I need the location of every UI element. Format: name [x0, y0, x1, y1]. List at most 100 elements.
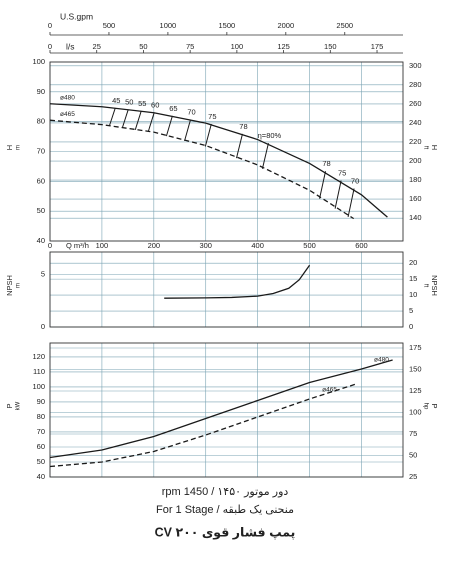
y2-tick-label: 160 — [409, 194, 422, 203]
y-axis-label: H — [5, 145, 14, 150]
efficiency-label: 65 — [169, 104, 177, 113]
secondary-tick-label: 75 — [186, 42, 194, 51]
secondary-tick-label: 150 — [324, 42, 337, 51]
secondary-tick-label: 125 — [277, 42, 290, 51]
curve — [49, 103, 388, 218]
efficiency-label: 70 — [187, 107, 195, 116]
y2-axis-unit: ft — [422, 146, 428, 150]
y2-axis-label: P — [430, 403, 439, 408]
secondary-tick-label: 2000 — [277, 21, 294, 30]
y2-tick-label: 240 — [409, 118, 422, 127]
efficiency-label: 78 — [322, 159, 330, 168]
curve-label: ø480 — [60, 94, 75, 101]
stage-text: منحنی یک طبقه / For 1 Stage — [156, 504, 294, 516]
y2-tick-label: 140 — [409, 213, 422, 222]
y2-tick-label: 15 — [409, 274, 417, 283]
plot-frame — [49, 342, 404, 478]
x-tick-label: 0 — [48, 241, 52, 250]
y2-tick-label: 75 — [409, 429, 417, 438]
x-tick-label: 400 — [251, 241, 264, 250]
x-axis-label: Q m³/h — [66, 241, 89, 250]
efficiency-label: 75 — [208, 112, 216, 121]
y2-tick-label: 260 — [409, 99, 422, 108]
efficiency-label: 55 — [138, 99, 146, 108]
y-tick-label: 70 — [37, 427, 45, 436]
y-tick-label: 40 — [37, 472, 45, 481]
y-tick-label: 60 — [37, 442, 45, 451]
efficiency-label: η=80% — [258, 131, 282, 140]
y-tick-label: 90 — [37, 87, 45, 96]
secondary-tick-label: 500 — [103, 21, 116, 30]
secondary-tick-label: 100 — [231, 42, 244, 51]
secondary-tick-label: 175 — [371, 42, 384, 51]
curve-label: ø465 — [322, 387, 337, 394]
y2-tick-label: 100 — [409, 407, 422, 416]
secondary-tick-label: 25 — [93, 42, 101, 51]
y2-axis-label: NPSH — [430, 275, 439, 296]
secondary-tick-label: 50 — [139, 42, 147, 51]
efficiency-mark — [347, 188, 355, 218]
efficiency-mark — [165, 115, 173, 137]
secondary-axis-label: U.S.gpm — [60, 11, 93, 21]
y2-tick-label: 180 — [409, 175, 422, 184]
y-axis-label: P — [5, 403, 14, 408]
y-tick-label: 110 — [33, 367, 45, 376]
efficiency-mark — [184, 119, 192, 141]
y2-tick-label: 280 — [409, 80, 422, 89]
y-axis-unit: m — [16, 283, 22, 288]
plot-frame — [49, 251, 404, 328]
y2-tick-label: 125 — [409, 386, 422, 395]
secondary-tick-label: 2500 — [336, 21, 353, 30]
y2-tick-label: 0 — [409, 322, 413, 331]
y2-tick-label: 175 — [409, 343, 422, 352]
y2-tick-label: 300 — [409, 61, 422, 70]
y-axis-unit: m — [16, 145, 22, 150]
y-tick-label: 50 — [37, 206, 45, 215]
efficiency-mark — [334, 180, 342, 209]
curve — [49, 359, 393, 459]
y2-tick-label: 50 — [409, 450, 417, 459]
secondary-tick-label: 1000 — [160, 21, 177, 30]
efficiency-mark — [235, 133, 243, 159]
y-tick-label: 120 — [32, 352, 45, 361]
y2-tick-label: 25 — [409, 472, 417, 481]
rpm-text: دور موتور ۱۴۵۰ / 1450 rpm — [162, 486, 289, 498]
x-tick-label: 300 — [199, 241, 212, 250]
x-tick-label: 100 — [96, 241, 109, 250]
efficiency-label: 78 — [239, 122, 247, 131]
y2-tick-label: 5 — [409, 306, 413, 315]
curve — [164, 264, 311, 299]
y-tick-label: 100 — [32, 382, 45, 391]
y-tick-label: 60 — [37, 176, 45, 185]
efficiency-mark — [108, 107, 116, 127]
y2-tick-label: 10 — [409, 290, 417, 299]
y-tick-label: 90 — [37, 397, 45, 406]
curve — [49, 119, 355, 220]
y2-tick-label: 150 — [409, 364, 422, 373]
secondary-axis-label: l/s — [66, 41, 75, 51]
y2-tick-label: 20 — [409, 258, 417, 267]
y-axis-unit: kW — [16, 401, 22, 410]
secondary-tick-label: 1500 — [219, 21, 236, 30]
y2-tick-label: 220 — [409, 137, 422, 146]
efficiency-label: 45 — [112, 96, 120, 105]
y-tick-label: 70 — [37, 146, 45, 155]
y-tick-label: 5 — [41, 270, 45, 279]
secondary-tick-label: 0 — [48, 42, 52, 51]
x-tick-label: 500 — [303, 241, 316, 250]
efficiency-mark — [204, 123, 212, 147]
efficiency-mark — [261, 143, 269, 169]
secondary-tick-label: 0 — [48, 21, 52, 30]
efficiency-mark — [147, 112, 155, 132]
efficiency-mark — [319, 171, 327, 199]
y2-axis-unit: hp — [422, 403, 428, 410]
y-tick-label: 80 — [37, 412, 45, 421]
curve-label: ø465 — [60, 111, 75, 118]
y-axis-label: NPSH — [5, 275, 14, 296]
y-tick-label: 80 — [37, 117, 45, 126]
curve — [49, 383, 357, 468]
y-tick-label: 40 — [37, 236, 45, 245]
y-tick-label: 50 — [37, 457, 45, 466]
plot-frame — [49, 61, 404, 242]
